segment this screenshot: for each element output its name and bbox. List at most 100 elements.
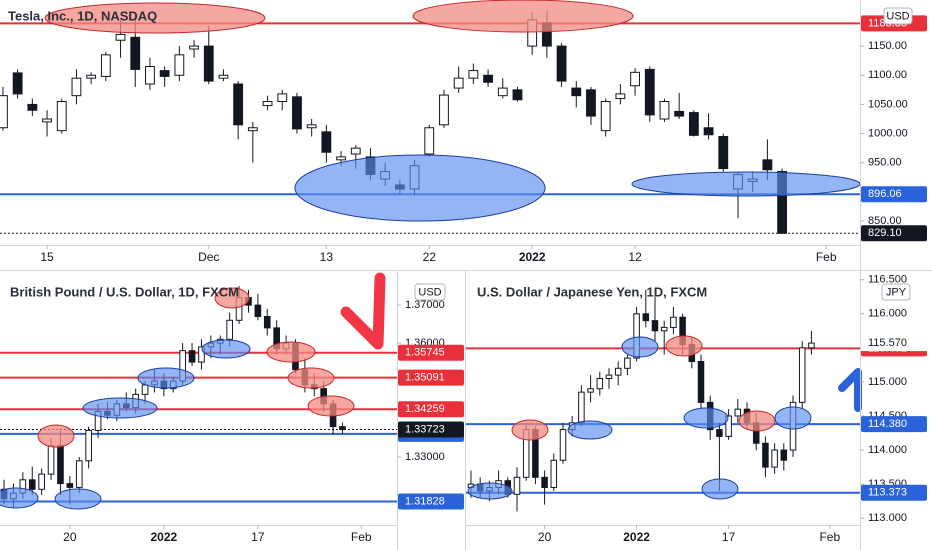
highlight-ellipse xyxy=(631,171,861,197)
price-badge xyxy=(398,369,464,386)
candle-body xyxy=(189,45,199,50)
candle-body xyxy=(725,415,732,437)
y-tick-label: 114.000 xyxy=(868,444,907,456)
price-badge-label: 1.34259 xyxy=(405,403,445,415)
candle-body xyxy=(670,316,677,328)
x-tick-label: 17 xyxy=(722,530,736,544)
candle-body xyxy=(47,445,55,475)
y-tick-label: 1000.00 xyxy=(868,127,908,139)
candle-body xyxy=(777,171,787,234)
highlight-ellipse xyxy=(44,2,266,34)
y-tick-label: 1050.00 xyxy=(868,98,908,110)
candle-body xyxy=(688,112,699,136)
candle-body xyxy=(174,54,185,76)
candle-body xyxy=(233,83,244,126)
highlight-ellipse xyxy=(665,335,703,357)
candle-body xyxy=(66,483,74,488)
x-tick-label: 13 xyxy=(320,250,334,264)
highlight-ellipse xyxy=(412,0,634,33)
candle-body xyxy=(596,378,604,390)
candle-body xyxy=(660,326,668,332)
y-tick-label: 950.00 xyxy=(868,157,902,169)
x-tick-label: 22 xyxy=(423,250,437,264)
candle-body xyxy=(734,408,742,417)
candle-body xyxy=(762,442,769,468)
y-tick-label: 116.500 xyxy=(868,274,907,286)
x-tick-label: 2022 xyxy=(623,530,650,544)
candle-body xyxy=(586,89,596,117)
currency-badge xyxy=(881,283,911,301)
candle-body xyxy=(203,45,214,82)
candle-body xyxy=(38,473,45,490)
candle-body xyxy=(642,313,650,322)
candle-body xyxy=(350,147,361,155)
candle-body xyxy=(651,320,659,332)
x-tick-label: 20 xyxy=(538,530,552,544)
candle-body xyxy=(130,36,141,70)
highlight-ellipse xyxy=(287,367,335,389)
x-tick-label: 2022 xyxy=(519,250,546,264)
candle-body xyxy=(339,426,346,431)
candle-body xyxy=(571,87,582,97)
candle-body xyxy=(624,357,631,369)
candle-body xyxy=(188,350,196,363)
y-tick-label: 1150.00 xyxy=(868,40,907,52)
currency-badge xyxy=(414,283,446,301)
candle-body xyxy=(57,445,64,485)
candle-body xyxy=(483,74,493,83)
candle-body xyxy=(697,360,705,403)
candle-body xyxy=(115,33,126,41)
arrow-down xyxy=(340,272,386,350)
price-badge-label: 1.35745 xyxy=(405,347,445,359)
currency-label: USD xyxy=(418,286,441,298)
highlight-ellipse xyxy=(214,287,250,309)
candle-body xyxy=(75,460,83,488)
candle-body xyxy=(780,449,788,461)
axes: Tesla, Inc., 1D, NASDAQ 850.00 950.00 1000.… xyxy=(8,7,931,544)
highlight-ellipse xyxy=(511,419,549,441)
currency-badge xyxy=(883,7,913,25)
price-badge-label: 1.31828 xyxy=(405,495,445,507)
price-badge xyxy=(861,186,927,203)
chart-title: British Pound / U.S. Dollar, 1D, FXCM xyxy=(10,284,239,299)
candle-body xyxy=(468,70,479,79)
candle-body xyxy=(587,388,594,393)
candle-body xyxy=(424,127,435,155)
y-tick-label: 850.00 xyxy=(868,215,902,227)
y-tick-label: 113.000 xyxy=(868,512,907,524)
x-tick-label: 17 xyxy=(251,530,265,544)
candle-body xyxy=(716,429,723,437)
candle-body xyxy=(439,94,449,126)
price-badge-label: 114.380 xyxy=(868,418,907,430)
highlight-ellipse xyxy=(467,482,513,500)
candle-body xyxy=(550,459,558,489)
candle-body xyxy=(42,118,52,123)
y-tick-label: 115.000 xyxy=(868,376,907,388)
candle-body xyxy=(321,131,332,153)
candle-body xyxy=(541,476,548,489)
candle-body xyxy=(198,346,205,363)
highlight-ellipse xyxy=(701,478,739,500)
candle-body xyxy=(86,74,97,79)
candle-body xyxy=(808,342,815,349)
highlight-ellipse xyxy=(567,420,613,440)
highlight-ellipse xyxy=(621,336,659,358)
candle-body xyxy=(277,93,288,102)
highlight-ellipse xyxy=(0,487,39,509)
candle-body xyxy=(12,72,23,95)
highlight-ellipse xyxy=(54,488,102,510)
highlight-ellipse xyxy=(137,367,195,389)
plot-usdjpy xyxy=(465,289,860,512)
candle-body xyxy=(262,101,273,107)
price-badge-label: 829.10 xyxy=(868,227,902,239)
candle-body xyxy=(762,159,773,171)
x-tick-label: 2022 xyxy=(151,530,178,544)
candle-body xyxy=(615,93,626,100)
candle-body xyxy=(512,89,523,101)
arrow-up xyxy=(838,368,862,412)
candle-body xyxy=(85,429,92,462)
price-badge-label: 1.35091 xyxy=(405,372,445,384)
price-badge-label: 1.33723 xyxy=(405,423,445,435)
candle-body xyxy=(292,96,302,130)
